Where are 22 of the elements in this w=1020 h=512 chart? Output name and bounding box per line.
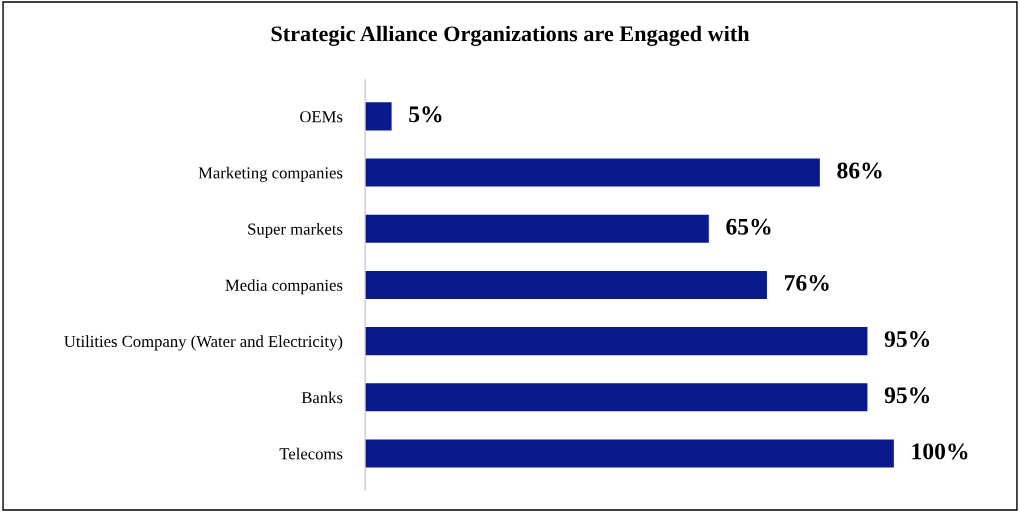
data-label: 100% [912,443,968,460]
data-label: 86% [837,162,882,179]
bar [365,383,868,412]
bar [365,158,820,187]
y-tick-label: Marketing companies [198,166,343,182]
data-label: 95% [884,331,930,348]
y-tick-label: Banks [301,391,343,404]
data-label: 76% [784,274,829,291]
y-tick-label: Media companies [225,279,343,295]
y-tick-label: Utilities Company (Water and Electricity) [64,335,343,351]
bar [365,214,709,243]
bar [365,439,894,468]
y-tick-label: Telecoms [279,447,343,460]
bar [365,102,392,131]
chart-title: Strategic Alliance Organizations are Engaged with [271,25,750,46]
bar [365,270,767,299]
data-label: 5% [409,106,442,123]
data-label: 65% [726,218,771,235]
bar [365,327,868,356]
y-tick-label: OEMs [300,111,343,123]
data-label: 95% [884,387,930,404]
y-tick-label: Super markets [248,222,343,239]
